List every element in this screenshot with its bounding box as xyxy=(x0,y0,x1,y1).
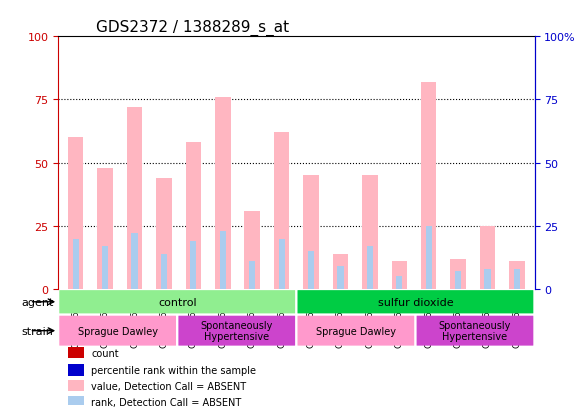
Bar xyxy=(308,252,314,290)
Text: value, Detection Call = ABSENT: value, Detection Call = ABSENT xyxy=(91,381,246,391)
Bar xyxy=(333,254,348,290)
FancyBboxPatch shape xyxy=(59,316,176,346)
FancyBboxPatch shape xyxy=(417,316,533,346)
Text: GDS2372 / 1388289_s_at: GDS2372 / 1388289_s_at xyxy=(96,20,289,36)
Text: count: count xyxy=(91,348,119,358)
Bar xyxy=(278,239,285,290)
Bar xyxy=(67,396,84,408)
Bar xyxy=(421,83,436,290)
Bar xyxy=(274,133,289,290)
Bar xyxy=(425,226,432,290)
Bar xyxy=(67,380,84,392)
Text: Sprague Dawley: Sprague Dawley xyxy=(78,326,157,336)
Bar xyxy=(102,247,108,290)
Bar xyxy=(338,267,343,290)
Bar xyxy=(509,262,525,290)
Bar xyxy=(67,364,84,376)
Bar xyxy=(191,242,196,290)
FancyBboxPatch shape xyxy=(297,316,414,346)
Bar xyxy=(73,239,79,290)
Bar xyxy=(392,262,407,290)
Bar xyxy=(455,272,461,290)
Bar xyxy=(450,259,466,290)
Bar xyxy=(396,277,402,290)
FancyBboxPatch shape xyxy=(59,290,295,313)
Bar xyxy=(127,108,142,290)
Bar xyxy=(367,247,373,290)
Bar xyxy=(186,143,201,290)
Text: percentile rank within the sample: percentile rank within the sample xyxy=(91,365,256,375)
Bar xyxy=(245,211,260,290)
Text: Sprague Dawley: Sprague Dawley xyxy=(316,326,396,336)
Bar xyxy=(303,176,319,290)
Bar xyxy=(215,98,231,290)
FancyBboxPatch shape xyxy=(178,316,295,346)
Bar xyxy=(249,262,255,290)
Bar xyxy=(67,347,84,358)
Text: Spontaneously
Hypertensive: Spontaneously Hypertensive xyxy=(200,320,273,342)
Text: control: control xyxy=(158,297,196,307)
Bar xyxy=(362,176,378,290)
Bar xyxy=(98,169,113,290)
Bar xyxy=(220,231,226,290)
Bar xyxy=(485,269,490,290)
Text: strain: strain xyxy=(21,326,53,336)
Bar xyxy=(514,269,520,290)
Text: rank, Detection Call = ABSENT: rank, Detection Call = ABSENT xyxy=(91,397,242,407)
Bar xyxy=(161,254,167,290)
Bar xyxy=(68,138,84,290)
Bar xyxy=(131,234,138,290)
Text: Spontaneously
Hypertensive: Spontaneously Hypertensive xyxy=(439,320,511,342)
Text: agent: agent xyxy=(21,297,53,307)
Text: sulfur dioxide: sulfur dioxide xyxy=(378,297,453,307)
Bar xyxy=(156,178,172,290)
FancyBboxPatch shape xyxy=(297,290,533,313)
Bar xyxy=(480,226,495,290)
